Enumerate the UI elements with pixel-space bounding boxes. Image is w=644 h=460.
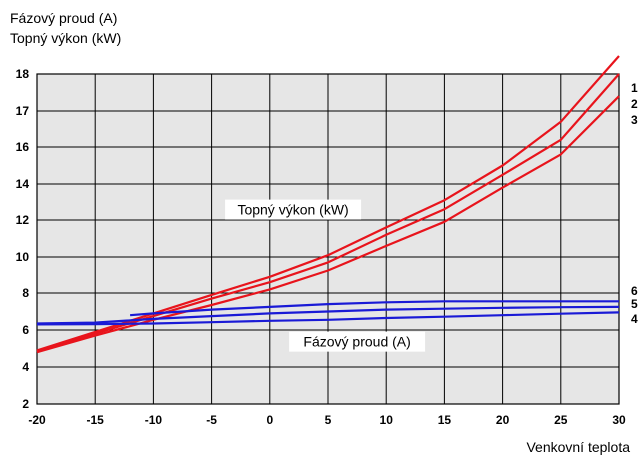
x-tick-label: 30 [612,413,626,427]
grid [36,73,620,405]
y-tick-label: 2 [22,397,29,411]
series-line-6 [130,300,619,317]
plot-border [36,73,620,405]
y-axis-label-line-1: Fázový proud (A) [10,10,117,26]
x-tick-label: -20 [28,413,46,427]
x-tick-label: 10 [380,413,394,427]
series-line-3 [36,95,620,354]
series-line-5 [36,305,620,325]
x-tick-label: -15 [87,413,105,427]
x-tick-label: 0 [266,413,273,427]
y-tick-labels: 2 4 6 8 10 12 14 16 17 18 [16,67,30,411]
series-end-label-6: 6 [631,284,638,298]
y-tick-label: 12 [16,213,30,227]
y-tick-label: 18 [16,67,30,81]
annotation-bg-1 [225,199,362,220]
y-tick-label: 6 [22,323,29,337]
annotation-2: Fázový proud (A) [303,334,410,350]
series-line-4 [36,311,620,326]
series-end-labels: 1 2 3 456 [631,81,638,326]
annotation-1: Topný výkon (kW) [237,202,348,218]
x-tick-label: 5 [325,413,332,427]
series-line-2 [36,73,620,353]
y-tick-label: 10 [16,250,30,264]
y-tick-label: 14 [16,177,30,191]
series-end-label-3: 3 [631,113,638,127]
x-tick-label: 25 [554,413,568,427]
y-tick-label: 16 [16,140,30,154]
y-tick-label: 8 [22,286,29,300]
y-tick-label: 4 [22,360,29,374]
x-tick-label: 15 [438,413,452,427]
series-end-label-4: 4 [631,312,638,326]
x-tick-labels: -20 -15 -10 -5 0 5 10 15 20 25 30 [28,413,626,427]
y-tick-label: 17 [16,104,30,118]
series-end-label-1: 1 [631,81,638,95]
x-tick-label: 20 [496,413,510,427]
series-end-label-2: 2 [631,97,638,111]
x-tick-label: -5 [206,413,217,427]
annotations: Topný výkon (kW) Fázový proud (A) [225,199,426,352]
annotation-bg-2 [289,331,426,352]
x-tick-label: -10 [145,413,163,427]
x-axis-label: Venkovní teplota [526,439,630,455]
series-end-label-5: 5 [631,297,638,311]
y-axis-label-line-2: Topný výkon (kW) [10,30,121,46]
series-group [36,55,620,354]
